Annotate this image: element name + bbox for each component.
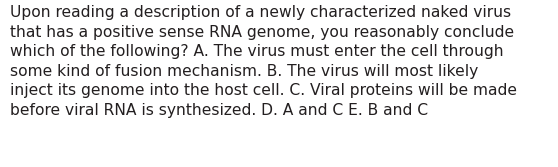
Text: Upon reading a description of a newly characterized naked virus
that has a posit: Upon reading a description of a newly ch… <box>10 5 517 118</box>
